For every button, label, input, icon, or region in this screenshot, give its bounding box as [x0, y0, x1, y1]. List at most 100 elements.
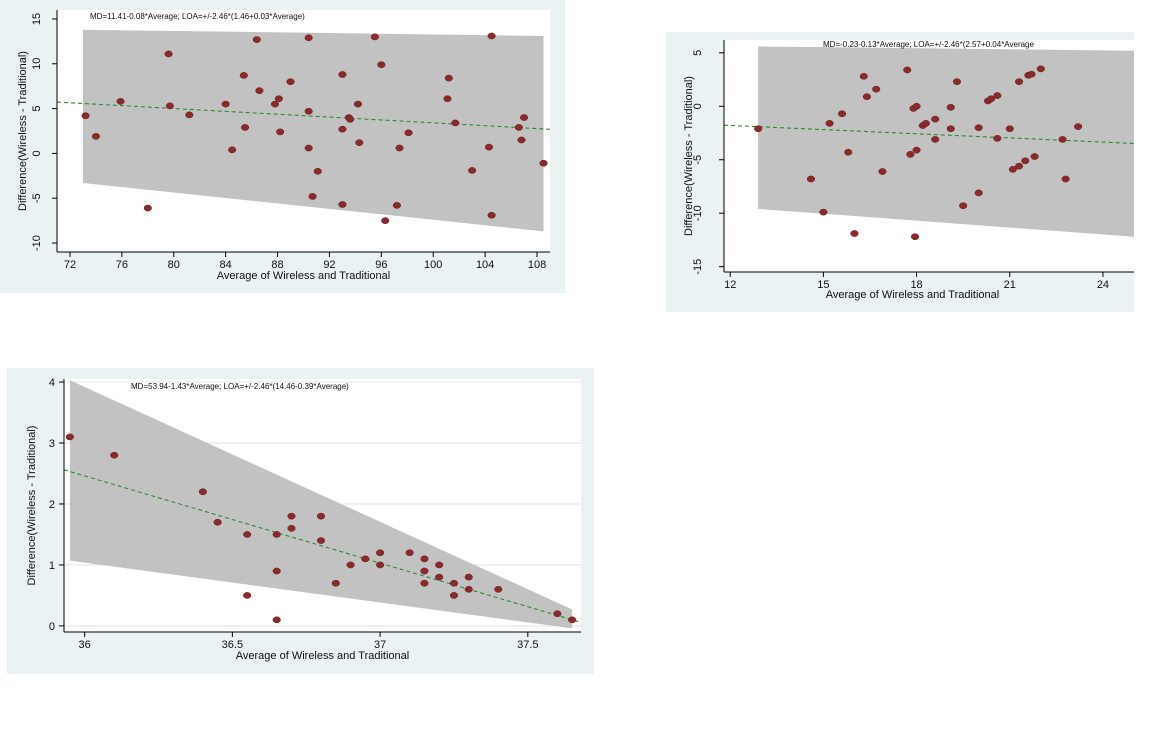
- data-point: [464, 585, 473, 593]
- data-point: [313, 167, 322, 175]
- x-tick-label: 92: [323, 259, 335, 271]
- data-point: [1015, 78, 1024, 86]
- x-axis-label: Average of Wireless and Traditional: [236, 650, 409, 662]
- data-point: [420, 567, 429, 575]
- data-point: [931, 136, 940, 143]
- data-point: [494, 585, 503, 593]
- data-point: [872, 85, 881, 93]
- y-axis-label: Difference(Wireless - Traditional): [26, 426, 38, 586]
- data-point: [392, 202, 401, 209]
- y-tick-label: 0: [31, 150, 43, 156]
- data-point: [346, 561, 355, 569]
- loa-band: [69, 380, 573, 629]
- x-tick-label: 96: [375, 259, 387, 271]
- data-point: [316, 512, 326, 520]
- x-tick-label: 88: [271, 259, 283, 271]
- data-point: [444, 74, 453, 82]
- data-point: [850, 230, 859, 237]
- loa-band: [82, 29, 544, 232]
- data-point: [287, 525, 296, 532]
- data-point: [859, 73, 868, 80]
- data-point: [1061, 175, 1070, 183]
- data-point: [449, 592, 459, 599]
- data-point: [449, 579, 459, 587]
- y-axis-label: Difference(Wireless - Traditional): [17, 51, 29, 211]
- data-point: [243, 592, 252, 599]
- x-tick-label: 100: [424, 259, 442, 271]
- data-point: [353, 100, 363, 108]
- data-point: [274, 95, 283, 103]
- data-point: [405, 549, 414, 557]
- data-point: [844, 148, 853, 156]
- data-point: [276, 128, 285, 136]
- data-point: [239, 72, 248, 79]
- data-point: [377, 61, 386, 69]
- data-point: [272, 616, 281, 624]
- x-tick-label: 84: [220, 259, 232, 271]
- data-point: [484, 143, 494, 151]
- data-point: [241, 124, 250, 131]
- data-point: [304, 144, 313, 152]
- data-point: [451, 119, 460, 127]
- md-line: [64, 469, 581, 623]
- y-tick-label: 5: [31, 106, 43, 112]
- data-point: [825, 120, 834, 127]
- data-point: [946, 125, 955, 133]
- data-point: [420, 555, 429, 563]
- x-axis-label: Average of Wireless and Traditional: [826, 289, 999, 301]
- y-tick-label: 4: [49, 377, 55, 389]
- data-point: [198, 488, 207, 496]
- x-tick-label: 72: [64, 259, 76, 271]
- chart-svg-1: -10 -5 0 5 10 15 72 76 80 84 88 92 96 100 104 108 MD=11.…: [17, 10, 550, 282]
- chart-panel-3: 0 1 2 3 4 36 36.5 37 37.5 MD=53.94-1.43*Average; …: [7, 368, 594, 674]
- y-tick-label: 0: [49, 621, 55, 633]
- x-tick-label: 24: [1097, 279, 1109, 291]
- data-point: [754, 125, 763, 133]
- data-point: [912, 102, 921, 110]
- data-point: [987, 95, 996, 103]
- data-point: [1008, 166, 1017, 173]
- data-point: [287, 512, 296, 520]
- y-tick-label: 0: [692, 103, 704, 109]
- data-point: [952, 78, 962, 86]
- x-tick-label: 80: [168, 259, 180, 271]
- data-point: [331, 579, 340, 587]
- data-point: [1005, 125, 1014, 133]
- data-point: [143, 204, 152, 212]
- data-point: [862, 93, 871, 101]
- chart-panel-2: -15 -10 -5 0 5 12 15 18 21 24 MD=-0.23-0.13*Averag…: [666, 32, 1134, 312]
- md-line: [57, 101, 550, 130]
- data-point: [993, 92, 1002, 99]
- data-point: [381, 217, 390, 224]
- data-point: [185, 111, 194, 119]
- x-tick-label: 76: [116, 259, 128, 271]
- data-point: [338, 201, 347, 208]
- x-tick-label: 37: [374, 639, 386, 651]
- data-point: [308, 193, 317, 200]
- data-point: [912, 146, 921, 154]
- data-point: [464, 573, 473, 581]
- y-tick-label: -5: [692, 155, 704, 165]
- data-point: [468, 167, 477, 174]
- data-point: [165, 102, 174, 110]
- data-point: [568, 616, 577, 624]
- data-point: [435, 573, 444, 581]
- data-point: [520, 114, 529, 121]
- data-point: [213, 518, 222, 526]
- data-point: [270, 100, 280, 108]
- data-point: [443, 95, 452, 103]
- x-tick-label: 12: [724, 279, 736, 291]
- data-point: [435, 561, 444, 569]
- data-point: [164, 50, 173, 58]
- data-point: [553, 610, 562, 618]
- data-point: [1030, 153, 1039, 160]
- data-point: [243, 531, 252, 538]
- data-point: [1058, 136, 1067, 143]
- data-point: [539, 159, 548, 167]
- chart-annotation: MD=11.41-0.08*Average; LOA=+/-2.46*(1.46…: [90, 12, 305, 21]
- data-point: [370, 33, 379, 41]
- data-point: [272, 531, 281, 538]
- data-point: [304, 34, 313, 42]
- data-point: [395, 144, 404, 152]
- data-point: [272, 567, 281, 575]
